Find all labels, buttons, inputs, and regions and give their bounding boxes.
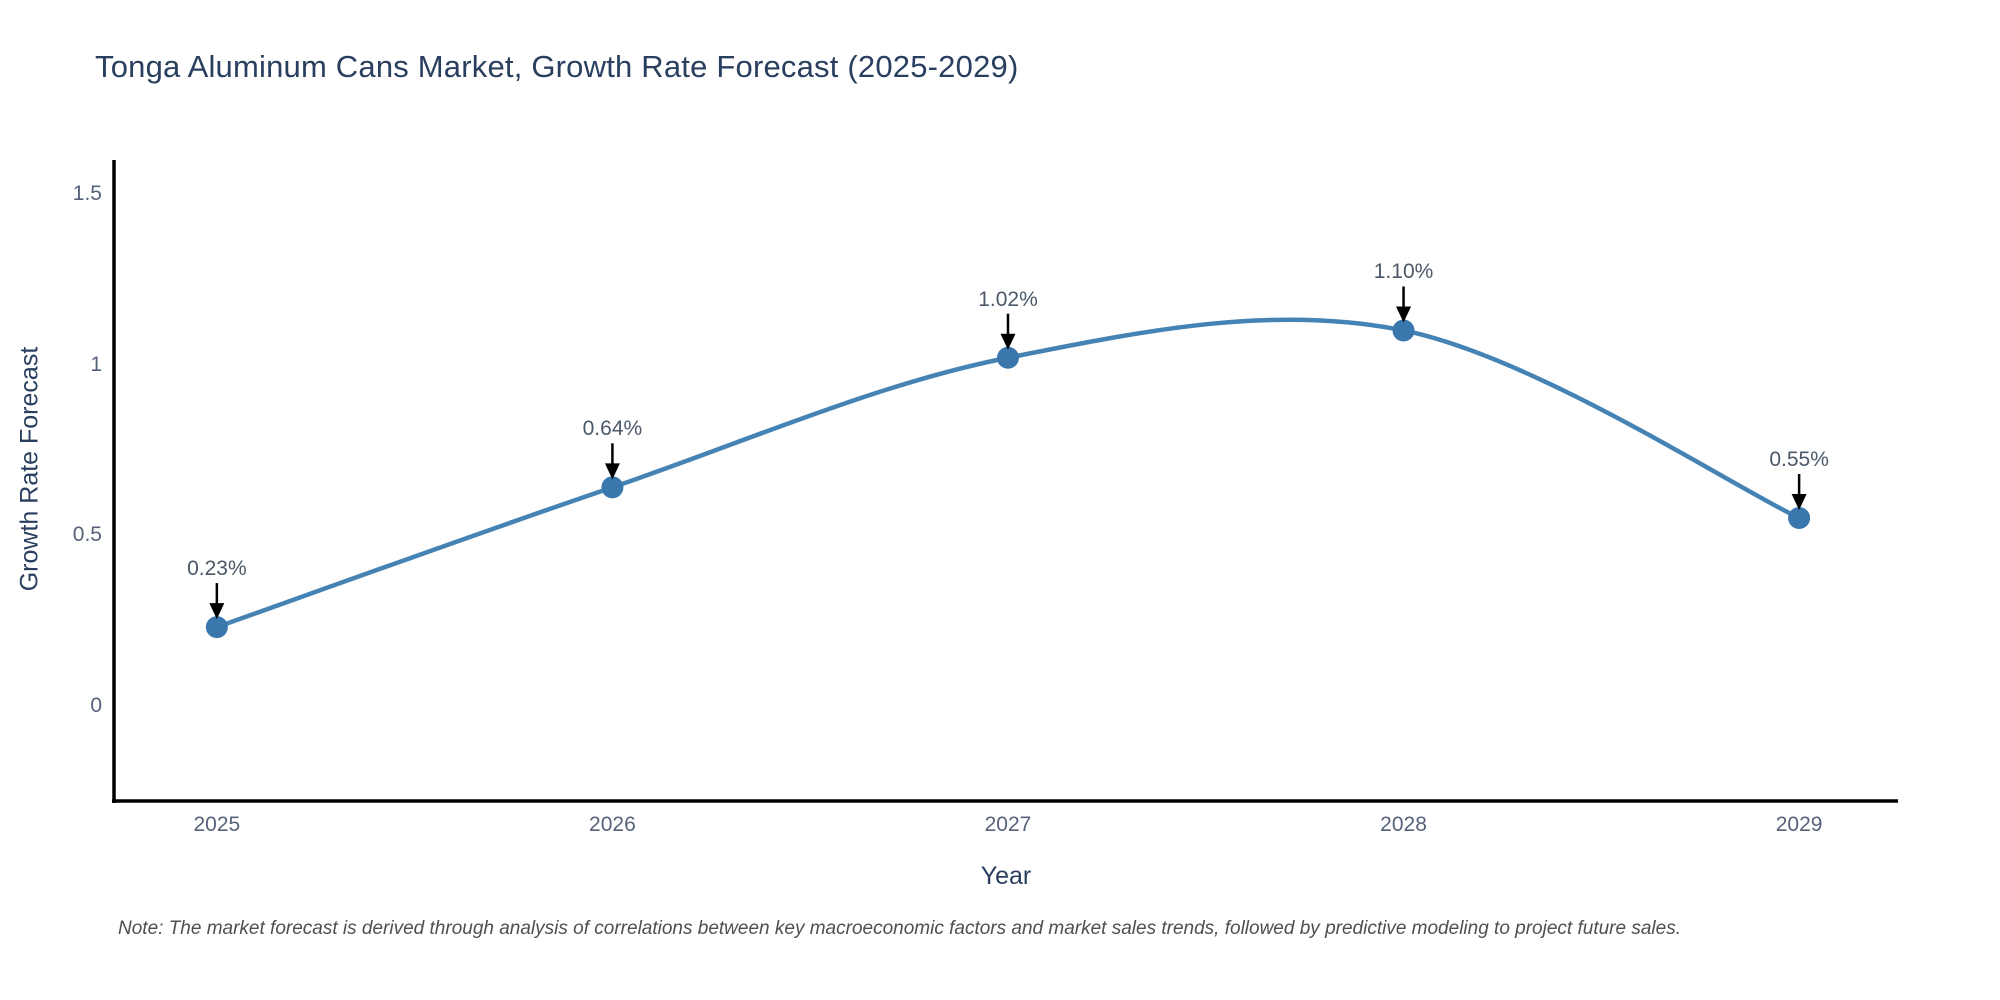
annotation-arrow-head [1396, 306, 1412, 323]
x-tick-label: 2028 [1380, 813, 1427, 836]
annotation-arrow-head [1000, 333, 1016, 350]
annotation-arrow-head [604, 463, 620, 480]
y-tick-label: 0.5 [72, 523, 102, 547]
y-axis-title: Growth Rate Forecast [15, 346, 44, 592]
data-point-value-label: 1.10% [1373, 260, 1434, 284]
chart-title: Tonga Aluminum Cans Market, Growth Rate … [95, 49, 1019, 84]
x-tick-label: 2026 [589, 813, 636, 836]
y-tick-label: 1.5 [72, 182, 102, 206]
data-point-value-label: 1.02% [978, 287, 1038, 311]
chart-footnote: Note: The market forecast is derived thr… [118, 918, 1681, 939]
data-point-marker [601, 476, 624, 499]
x-axis-title: Year [980, 862, 1032, 890]
annotation-arrow-head [209, 603, 225, 620]
annotation-arrow-head [1791, 494, 1807, 511]
data-point-value-label: 0.55% [1769, 448, 1829, 471]
x-tick-label: 2027 [984, 813, 1032, 836]
data-point-marker [205, 616, 228, 639]
data-point-value-label: 0.23% [187, 557, 247, 581]
data-point-value-label: 0.64% [582, 417, 643, 441]
data-point-marker [1788, 507, 1811, 530]
data-point-marker [996, 346, 1019, 369]
y-tick-label: 0 [90, 693, 102, 717]
y-tick-label: 1 [90, 352, 102, 376]
x-tick-label: 2025 [193, 813, 241, 836]
data-point-marker [1392, 319, 1415, 342]
x-tick-label: 2029 [1775, 813, 1823, 836]
